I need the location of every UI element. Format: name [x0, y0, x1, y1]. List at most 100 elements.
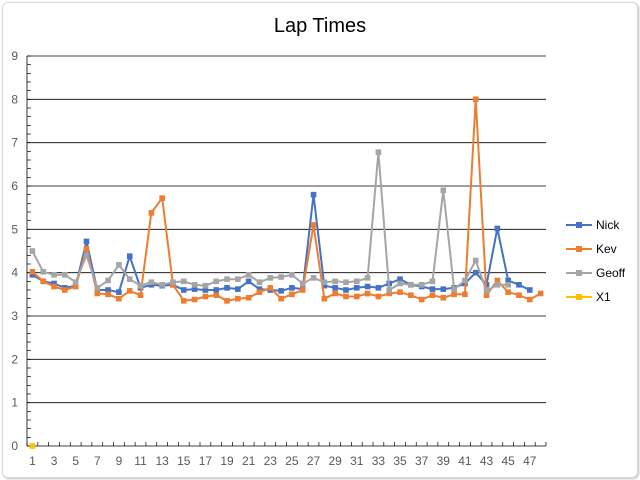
data-point — [62, 272, 68, 278]
y-tick-label: 0 — [11, 439, 18, 453]
data-point — [83, 252, 90, 259]
data-point — [213, 287, 220, 293]
data-point — [440, 187, 447, 194]
x-tick-label: 45 — [501, 454, 515, 468]
data-point — [321, 279, 328, 285]
data-point — [375, 293, 382, 300]
data-point — [126, 253, 133, 259]
data-point — [310, 275, 317, 281]
data-point — [332, 278, 338, 285]
data-point — [256, 279, 263, 285]
data-point — [397, 280, 403, 287]
data-point — [353, 278, 360, 285]
data-point — [29, 272, 36, 278]
x-tick-label: 37 — [415, 454, 429, 468]
data-point — [375, 149, 382, 155]
data-point — [364, 290, 371, 297]
data-point — [29, 269, 36, 275]
data-point — [224, 298, 230, 304]
data-point — [51, 283, 57, 290]
data-point — [235, 276, 241, 282]
x-tick-label: 5 — [72, 454, 79, 468]
data-point — [126, 276, 133, 282]
legend-label: Nick — [596, 218, 620, 232]
gridlines — [27, 55, 546, 404]
data-point — [62, 287, 68, 293]
data-point — [386, 290, 393, 297]
data-point — [278, 295, 284, 302]
y-tick-label: 3 — [11, 309, 18, 323]
x-tick-label: 17 — [199, 454, 213, 468]
legend: Nick Kev Geoff X1 — [566, 218, 626, 304]
y-tick-label: 8 — [11, 92, 18, 106]
data-point — [29, 248, 36, 254]
data-point — [278, 288, 284, 294]
x-tick-label: 13 — [155, 454, 169, 468]
x-tick-label: 41 — [458, 454, 472, 468]
legend-item-x1: X1 — [566, 290, 611, 304]
data-point — [505, 289, 511, 295]
data-point — [159, 195, 165, 201]
data-point — [94, 285, 101, 291]
data-point — [397, 289, 403, 295]
data-point — [526, 287, 533, 293]
data-point — [116, 262, 122, 268]
data-point — [235, 295, 241, 302]
x-tick-label: 7 — [94, 454, 101, 468]
chart-title: Lap Times — [274, 15, 366, 37]
data-point — [408, 292, 414, 298]
x-tick-label: 43 — [480, 454, 494, 468]
data-point — [343, 279, 349, 285]
data-point — [494, 282, 501, 288]
data-point — [224, 276, 230, 282]
data-point — [332, 290, 338, 297]
x-tick-label: 39 — [437, 454, 451, 468]
x-tick-label: 27 — [307, 454, 321, 468]
data-point — [332, 285, 338, 291]
data-point — [51, 280, 57, 287]
data-point — [191, 282, 198, 288]
x-tick-label: 29 — [328, 454, 342, 468]
data-point — [51, 272, 57, 278]
data-point — [440, 286, 447, 292]
data-point — [310, 222, 317, 228]
data-point — [310, 191, 317, 198]
data-point — [256, 286, 263, 292]
data-point — [429, 278, 436, 285]
data-point — [494, 277, 501, 284]
x-tick-label: 11 — [134, 454, 147, 468]
data-point — [353, 293, 360, 300]
legend-item-nick: Nick — [566, 218, 620, 232]
data-point — [364, 275, 371, 281]
data-point — [137, 292, 144, 298]
legend-marker — [576, 246, 582, 252]
data-point — [105, 287, 111, 293]
y-tick-label: 9 — [11, 49, 18, 63]
data-point — [159, 282, 165, 288]
data-point — [364, 283, 371, 290]
data-point — [29, 443, 36, 449]
data-point — [72, 279, 79, 285]
x-tick-label: 3 — [51, 454, 58, 468]
data-point — [202, 282, 209, 289]
data-point — [397, 276, 403, 282]
data-point — [343, 293, 349, 300]
data-point — [213, 292, 220, 298]
x-tick-label: 31 — [350, 454, 364, 468]
data-point — [299, 287, 306, 293]
x-tick-label: 19 — [220, 454, 234, 468]
x-tick-label: 1 — [29, 454, 36, 468]
legend-label: X1 — [596, 290, 611, 304]
data-point — [126, 288, 133, 294]
data-point — [40, 278, 47, 285]
data-point — [245, 272, 252, 278]
data-point — [267, 275, 274, 281]
y-tick-label: 5 — [11, 222, 18, 236]
data-point — [289, 285, 295, 291]
data-point — [343, 287, 349, 293]
legend-item-geoff: Geoff — [566, 266, 626, 280]
data-point — [472, 269, 479, 276]
